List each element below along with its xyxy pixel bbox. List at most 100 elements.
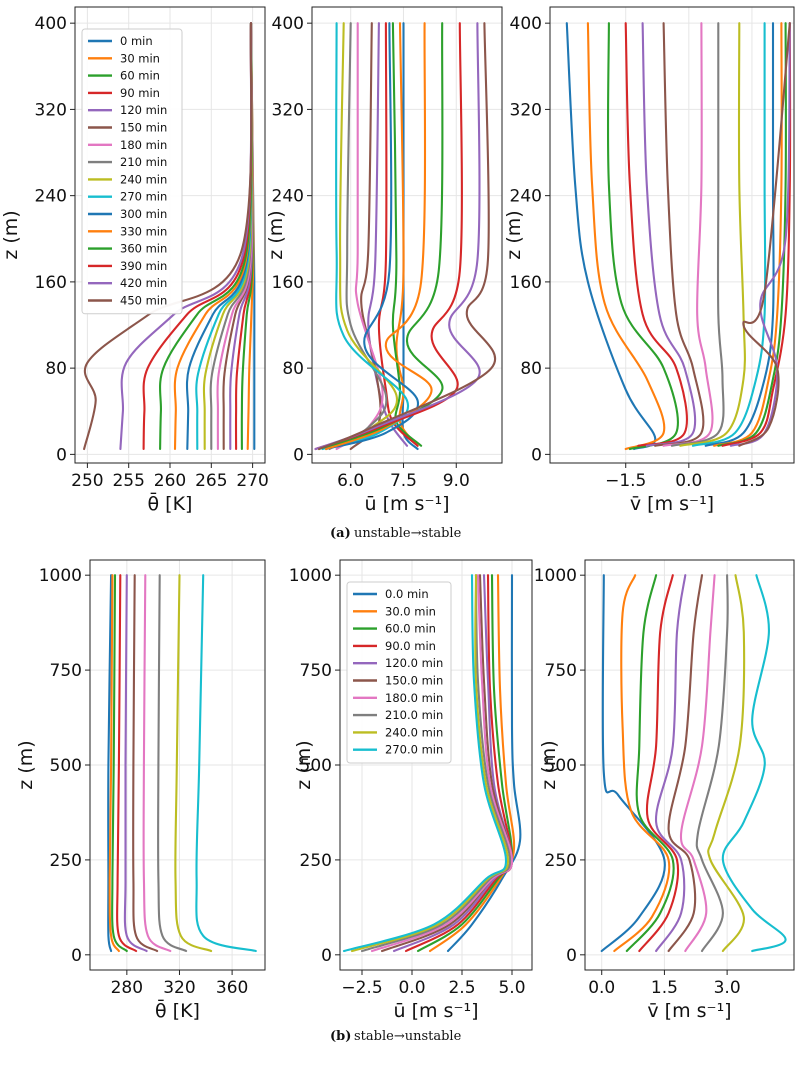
y-tick-label: 320: [510, 100, 542, 120]
series-line-3: [638, 574, 680, 953]
caption-a-text: unstable→stable: [354, 526, 462, 541]
legend-label-14: 420 min: [120, 276, 167, 290]
legend-label-2: 60.0 min: [385, 622, 436, 636]
y-tick-label: 0: [293, 445, 304, 465]
y-tick-label: 1000: [39, 566, 82, 586]
x-tick-label: 270: [236, 471, 268, 491]
legend-label-3: 90.0 min: [385, 639, 436, 653]
legend-label-4: 120 min: [120, 103, 167, 117]
series-line-15: [317, 22, 497, 451]
y-tick-label: 250: [300, 851, 332, 871]
series-line-3: [116, 574, 138, 953]
series-line-1: [613, 574, 671, 953]
x-tick-label: 2.5: [448, 978, 475, 998]
caption-b: (b) stable→unstable: [330, 1029, 462, 1044]
caption-b-label: (b): [330, 1029, 351, 1044]
y-tick-label: 0: [566, 946, 577, 966]
legend-label-10: 300 min: [120, 207, 167, 221]
series-line-4: [123, 574, 148, 953]
legend-label-1: 30.0 min: [385, 604, 436, 618]
x-tick-label: 7.5: [390, 471, 417, 491]
x-axis-label: ū [m s⁻¹]: [365, 493, 450, 515]
y-tick-label: 400: [272, 14, 304, 34]
series-line-2: [606, 22, 679, 451]
x-tick-label: −2.5: [341, 978, 382, 998]
series-line-3: [624, 22, 688, 447]
series-line-7: [360, 574, 512, 953]
series-line-2: [416, 574, 514, 953]
legend-label-11: 330 min: [120, 224, 167, 238]
chart-b-u: −2.5 0.0 2.5 5.0 0 250 500 750 1000 ū [m s⁻¹] z (m…: [289, 559, 533, 1022]
series-line-1: [395, 22, 419, 447]
series-line-11: [713, 22, 783, 447]
series-line-7: [157, 574, 188, 953]
x-tick-label: 6.0: [337, 471, 364, 491]
series-line-9: [691, 22, 767, 447]
x-axis-label: v̄ [m s⁻¹]: [647, 1000, 731, 1022]
series-line-7: [670, 22, 725, 447]
series-line-9: [342, 574, 508, 953]
y-tick-label: 160: [510, 273, 542, 293]
x-axis-label: v̄ [m s⁻¹]: [630, 493, 714, 515]
x-tick-label: 320: [163, 978, 195, 998]
x-tick-label: 5.0: [498, 978, 525, 998]
plot-frame: [311, 6, 503, 464]
series-line-6: [142, 574, 172, 953]
series-line-15: [738, 22, 791, 447]
y-tick-label: 0: [321, 946, 332, 966]
series-line-12: [717, 22, 787, 447]
x-tick-label: 260: [154, 471, 186, 491]
series-line-0: [446, 574, 522, 953]
x-tick-label: −1.5: [605, 471, 646, 491]
y-tick-label: 320: [272, 100, 304, 120]
series-line-6: [370, 574, 514, 953]
x-tick-label: 9.0: [443, 471, 470, 491]
y-tick-label: 0: [531, 445, 542, 465]
caption-a-label: (a): [330, 526, 351, 541]
y-axis-label: z (m): [293, 740, 315, 789]
y-tick-label: 1000: [289, 566, 332, 586]
series-line-2: [391, 22, 423, 447]
series-line-1: [428, 574, 516, 953]
x-tick-label: 1.5: [651, 978, 678, 998]
series-line-3: [377, 22, 419, 447]
y-axis-label: z (m): [0, 210, 22, 259]
series-line-2: [625, 574, 675, 953]
y-tick-label: 250: [545, 851, 577, 871]
legend-label-8: 240 min: [120, 172, 167, 186]
legend-label-7: 210.0 min: [385, 708, 443, 722]
series-line-0: [565, 22, 657, 451]
legend-label-4: 120.0 min: [385, 656, 443, 670]
x-tick-label: 280: [111, 978, 143, 998]
y-tick-label: 750: [300, 661, 332, 681]
y-axis-label: z (m): [265, 210, 287, 259]
series-line-8: [707, 574, 746, 953]
chart-b-v: 0.0 1.5 3.0 0 250 500 750 1000 v̄ [m s⁻¹] z (m): [534, 559, 795, 1022]
y-tick-label: 1000: [534, 566, 577, 586]
chart-a-theta: 250 255 260 265 270 0 80 160 240 320 400 θ̄ [K] z (m…: [0, 6, 269, 515]
x-tick-label: 265: [195, 471, 227, 491]
plot-frame: [549, 6, 795, 464]
legend-label-12: 360 min: [120, 242, 167, 256]
series-line-4: [641, 22, 697, 447]
series-line-9: [321, 22, 410, 451]
x-tick-label: 0.0: [588, 978, 615, 998]
y-axis-label: z (m): [15, 740, 37, 789]
y-tick-label: 240: [35, 187, 67, 207]
chart-a-v: −1.5 0.0 1.5 0 80 160 240 320 400 v̄ [m s⁻¹] z (m): [503, 6, 795, 515]
x-tick-label: 0.0: [675, 471, 702, 491]
y-tick-label: 320: [35, 100, 67, 120]
series-line-5: [132, 574, 159, 953]
y-tick-label: 240: [272, 187, 304, 207]
legend-box: [346, 581, 452, 764]
series-line-11: [325, 22, 433, 451]
legend-box: [81, 28, 183, 315]
series-line-13: [314, 22, 463, 451]
y-tick-label: 400: [510, 14, 542, 34]
x-tick-label: 250: [71, 471, 103, 491]
y-tick-label: 0: [71, 946, 82, 966]
y-tick-label: 160: [35, 273, 67, 293]
series-line-0: [107, 574, 113, 953]
series-line-4: [655, 574, 687, 953]
